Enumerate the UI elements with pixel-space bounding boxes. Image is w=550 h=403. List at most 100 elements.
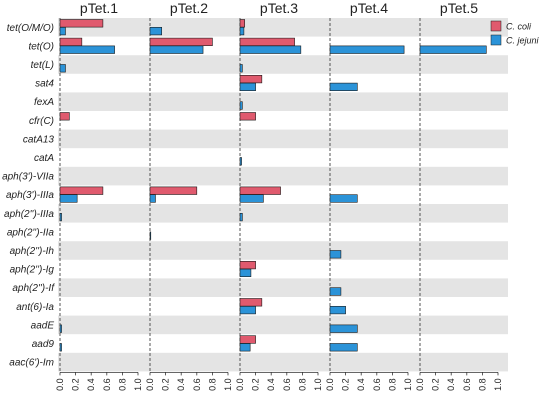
x-tick-label: 0.4	[176, 378, 186, 391]
bar	[59, 324, 62, 333]
bar	[329, 343, 358, 352]
x-tick-label: 1.0	[133, 378, 143, 391]
legend-swatch	[490, 20, 502, 32]
row-band	[58, 166, 508, 186]
x-tick-label: 0.2	[251, 378, 261, 391]
bar	[239, 45, 302, 54]
row-band	[58, 129, 508, 149]
gene-label: aph(2'')-Ig	[10, 265, 55, 276]
gene-label: cfr(C)	[29, 116, 54, 127]
bar	[239, 335, 256, 344]
x-tick-label: 0.2	[341, 378, 351, 391]
bar	[239, 64, 243, 73]
x-tick-label: 0.0	[325, 378, 335, 391]
bar	[239, 75, 263, 84]
bar	[149, 231, 152, 240]
bar	[149, 37, 213, 46]
row-band	[58, 352, 508, 372]
bar	[329, 250, 342, 259]
gene-label: aph(2'')-Ih	[10, 246, 55, 257]
bar	[59, 213, 62, 222]
x-tick-label: 0.2	[161, 378, 171, 391]
gene-label: aph(2'')-If	[12, 283, 55, 294]
gene-label: sat4	[35, 79, 54, 90]
facet-title: pTet.4	[350, 0, 388, 16]
x-tick-label: 0.8	[207, 378, 217, 391]
bar	[59, 45, 115, 54]
gene-label: tet(L)	[31, 60, 54, 71]
bar	[239, 157, 242, 166]
legend-swatch	[490, 34, 502, 46]
gene-label: aph(2'')-IIa	[7, 227, 55, 238]
bar	[149, 194, 156, 203]
x-tick-label: 0.0	[55, 378, 65, 391]
bar	[239, 298, 263, 307]
bar	[239, 260, 256, 270]
facet-title: pTet.1	[80, 0, 118, 16]
bar	[329, 287, 342, 296]
bar	[59, 343, 62, 352]
gene-label: aph(2'')-IIIa	[4, 209, 54, 220]
bar	[239, 26, 245, 36]
bar	[239, 37, 295, 46]
bar	[59, 37, 83, 46]
x-tick-label: 1.0	[493, 378, 503, 391]
bar	[329, 45, 405, 54]
facet-title: pTet.5	[440, 0, 478, 16]
facet-title: pTet.2	[170, 0, 208, 16]
row-band	[58, 241, 508, 260]
legend-label: C. jejuni	[506, 36, 540, 46]
bar	[149, 186, 198, 195]
facet-title: pTet.3	[260, 0, 298, 16]
bar	[239, 213, 243, 222]
x-tick-label: 0.2	[431, 378, 441, 391]
bar	[59, 112, 70, 121]
x-tick-label: 0.6	[372, 378, 382, 391]
x-tick-label: 0.4	[86, 378, 96, 391]
gene-label: fexA	[34, 97, 54, 108]
x-tick-label: 1.0	[403, 378, 413, 391]
row-band	[58, 55, 508, 74]
bar	[239, 305, 256, 315]
x-tick-label: 0.4	[446, 378, 456, 391]
x-tick-label: 0.8	[387, 378, 397, 391]
gene-label: aph(3')-VIIa	[2, 172, 54, 183]
x-tick-label: 0.8	[297, 378, 307, 391]
x-tick-label: 0.4	[356, 378, 366, 391]
gene-label: tet(O)	[28, 41, 54, 52]
bar	[149, 26, 162, 36]
bar	[329, 194, 358, 203]
bar	[59, 19, 104, 28]
bar	[239, 82, 256, 91]
bar	[59, 26, 66, 36]
x-tick-label: 1.0	[313, 378, 323, 391]
row-band	[58, 204, 508, 223]
row-band	[58, 278, 508, 297]
gene-label: catA13	[23, 134, 55, 145]
x-tick-label: 0.6	[462, 378, 472, 391]
x-tick-label: 0.8	[117, 378, 127, 391]
gene-label: aph(3')-IIIa	[6, 190, 54, 201]
gene-label: tet(O/M/O)	[7, 23, 54, 34]
bar	[329, 324, 358, 333]
bar	[239, 343, 251, 352]
bar	[239, 112, 256, 121]
bar	[239, 194, 264, 203]
legend-label: C. coli	[506, 22, 532, 32]
gene-label: aad9	[32, 339, 55, 350]
row-band	[58, 18, 508, 37]
gene-label: ant(6)-Ia	[16, 302, 54, 313]
bar	[59, 194, 78, 203]
bar	[239, 101, 243, 110]
x-tick-label: 0.6	[192, 378, 202, 391]
bar	[239, 19, 245, 28]
gene-label: aadE	[31, 320, 55, 331]
x-tick-label: 0.0	[415, 378, 425, 391]
gene-label: catA	[34, 153, 54, 164]
x-tick-label: 0.6	[102, 378, 112, 391]
bar	[59, 186, 104, 195]
bar	[239, 186, 281, 195]
x-tick-label: 0.2	[71, 378, 81, 391]
bar	[329, 82, 358, 91]
x-tick-label: 1.0	[223, 378, 233, 391]
